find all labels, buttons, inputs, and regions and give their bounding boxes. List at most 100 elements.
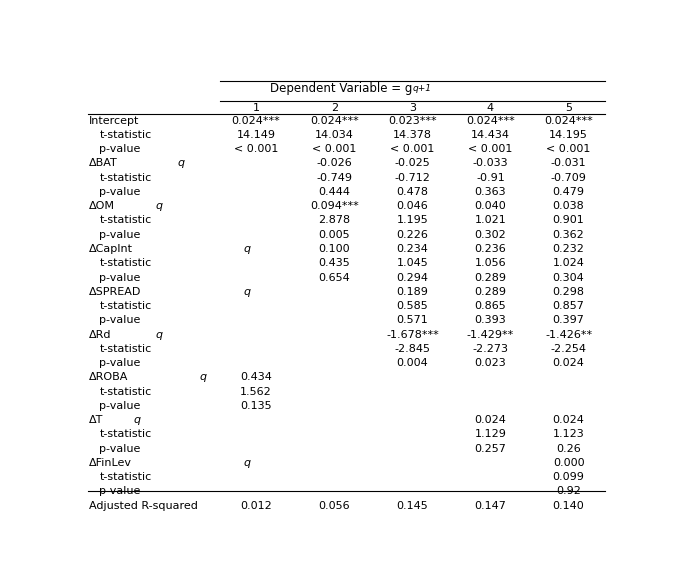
Text: 0.236: 0.236 [475,244,507,254]
Text: ΔRd: ΔRd [89,329,111,339]
Text: t-statistic: t-statistic [99,472,152,482]
Text: 0.585: 0.585 [396,301,428,311]
Text: < 0.001: < 0.001 [234,144,279,154]
Text: 5: 5 [565,103,572,113]
Text: t-statistic: t-statistic [99,301,152,311]
Text: q: q [199,373,206,382]
Text: 0.100: 0.100 [319,244,350,254]
Text: 1.056: 1.056 [475,258,506,268]
Text: 0.046: 0.046 [396,201,428,211]
Text: t-statistic: t-statistic [99,429,152,439]
Text: 0.362: 0.362 [553,230,584,240]
Text: 0.005: 0.005 [319,230,350,240]
Text: 0.024***: 0.024*** [310,116,359,126]
Text: 0.024: 0.024 [552,415,584,425]
Text: q: q [155,329,162,339]
Text: 0.294: 0.294 [396,273,428,283]
Text: q: q [155,201,162,211]
Text: 0.012: 0.012 [240,500,272,511]
Text: Dependent Variable = g: Dependent Variable = g [270,82,412,95]
Text: 0.024***: 0.024*** [544,116,593,126]
Text: p-value: p-value [99,273,141,283]
Text: q+1: q+1 [413,84,432,93]
Text: < 0.001: < 0.001 [546,144,590,154]
Text: 1.562: 1.562 [240,387,272,397]
Text: 0.571: 0.571 [396,315,428,325]
Text: 0.901: 0.901 [553,215,584,226]
Text: 0.479: 0.479 [552,187,584,197]
Text: -0.709: -0.709 [551,173,586,183]
Text: 2: 2 [331,103,338,113]
Text: q: q [133,415,140,425]
Text: 0.000: 0.000 [553,458,584,468]
Text: p-value: p-value [99,486,141,496]
Text: 0.478: 0.478 [396,187,428,197]
Text: 4: 4 [487,103,494,113]
Text: 1.045: 1.045 [396,258,428,268]
Text: 0.234: 0.234 [396,244,428,254]
Text: 0.393: 0.393 [475,315,507,325]
Text: t-statistic: t-statistic [99,258,152,268]
Text: 0.024: 0.024 [552,358,584,368]
Text: 14.378: 14.378 [393,130,432,140]
Text: 0.304: 0.304 [553,273,584,283]
Text: 0.289: 0.289 [475,287,507,297]
Text: -2.845: -2.845 [394,344,430,354]
Text: 0.024: 0.024 [475,415,507,425]
Text: 1.129: 1.129 [475,429,507,439]
Text: q: q [177,158,185,168]
Text: 0.099: 0.099 [552,472,584,482]
Text: -2.273: -2.273 [473,344,509,354]
Text: 0.654: 0.654 [318,273,350,283]
Text: 0.024***: 0.024*** [466,116,515,126]
Text: 2.878: 2.878 [318,215,350,226]
Text: 0.435: 0.435 [318,258,350,268]
Text: t-statistic: t-statistic [99,344,152,354]
Text: p-value: p-value [99,444,141,453]
Text: p-value: p-value [99,144,141,154]
Text: -0.026: -0.026 [317,158,352,168]
Text: 0.857: 0.857 [552,301,584,311]
Text: 0.363: 0.363 [475,187,506,197]
Text: -0.033: -0.033 [473,158,508,168]
Text: ΔSPREAD: ΔSPREAD [89,287,141,297]
Text: 0.434: 0.434 [240,373,272,382]
Text: p-value: p-value [99,358,141,368]
Text: 0.397: 0.397 [552,315,584,325]
Text: -1.678***: -1.678*** [386,329,439,339]
Text: -0.91: -0.91 [476,173,505,183]
Text: 0.444: 0.444 [318,187,350,197]
Text: q: q [243,458,250,468]
Text: 0.232: 0.232 [552,244,584,254]
Text: 0.040: 0.040 [475,201,507,211]
Text: 0.145: 0.145 [396,500,428,511]
Text: q: q [243,244,250,254]
Text: 0.302: 0.302 [475,230,507,240]
Text: 14.034: 14.034 [315,130,353,140]
Text: 0.289: 0.289 [475,273,507,283]
Text: 0.024***: 0.024*** [232,116,281,126]
Text: ΔBAT: ΔBAT [89,158,118,168]
Text: t-statistic: t-statistic [99,130,152,140]
Text: -0.749: -0.749 [316,173,352,183]
Text: ΔROBA: ΔROBA [89,373,128,382]
Text: 0.226: 0.226 [396,230,428,240]
Text: p-value: p-value [99,315,141,325]
Text: -1.426**: -1.426** [545,329,592,339]
Text: ΔT: ΔT [89,415,104,425]
Text: ΔCapInt: ΔCapInt [89,244,133,254]
Text: 0.023: 0.023 [475,358,507,368]
Text: 0.038: 0.038 [553,201,584,211]
Text: 0.140: 0.140 [553,500,584,511]
Text: 14.434: 14.434 [471,130,510,140]
Text: 0.26: 0.26 [556,444,581,453]
Text: ΔFinLev: ΔFinLev [89,458,132,468]
Text: -0.712: -0.712 [394,173,430,183]
Text: 1.195: 1.195 [396,215,428,226]
Text: 0.135: 0.135 [240,401,272,411]
Text: 0.147: 0.147 [475,500,507,511]
Text: t-statistic: t-statistic [99,215,152,226]
Text: t-statistic: t-statistic [99,387,152,397]
Text: Intercept: Intercept [89,116,139,126]
Text: 1.123: 1.123 [553,429,584,439]
